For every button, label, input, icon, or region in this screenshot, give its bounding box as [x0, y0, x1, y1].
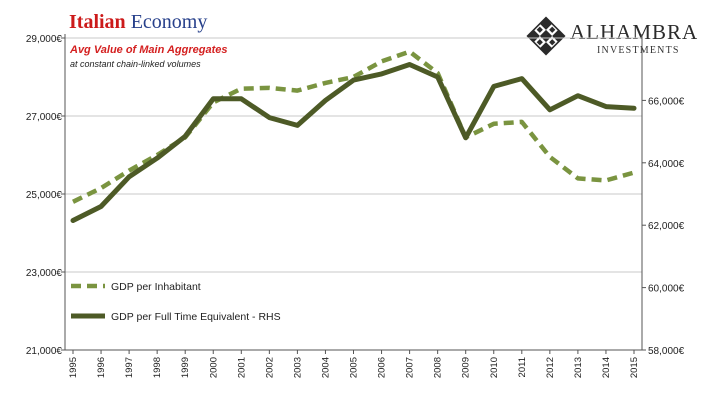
x-tick-label: 2011 — [517, 357, 528, 377]
x-axis-ticks: 1995 1996 1997 1998 1999 2000 2001 2002 2003 2004… — [68, 350, 640, 378]
title-country: Italian — [69, 11, 126, 33]
right-tick-label: 62,000€ — [648, 221, 685, 232]
x-tick-label: 1998 — [152, 357, 163, 378]
right-tick-label: 58,000€ — [648, 346, 685, 357]
left-tick-label: 21,000€ — [26, 346, 63, 357]
left-axis-ticks: 21,000€ 23,000€ 25,000€ 27,000€ 29,000€ — [26, 34, 65, 357]
x-tick-label: 2000 — [208, 357, 219, 378]
left-tick-label: 27,000€ — [26, 112, 63, 123]
chart-subtitle-note: at constant chain-linked volumes — [70, 59, 201, 69]
x-tick-label: 2014 — [601, 357, 612, 378]
series-line-gdp-per-fte — [70, 62, 637, 223]
gridlines — [65, 37, 642, 351]
x-tick-label: 2006 — [377, 357, 388, 378]
x-tick-label: 1999 — [180, 357, 191, 378]
x-tick-label: 2007 — [405, 357, 416, 378]
right-tick-label: 60,000€ — [648, 284, 685, 295]
left-tick-label: 29,000€ — [26, 34, 63, 45]
x-tick-label: 1997 — [124, 357, 135, 378]
x-tick-label: 2012 — [545, 357, 556, 378]
legend: GDP per Inhabitant GDP per Full Time Equi… — [71, 281, 281, 323]
legend-label: GDP per Inhabitant — [111, 281, 201, 293]
x-tick-label: 2003 — [292, 357, 303, 378]
x-tick-label: 2001 — [236, 357, 247, 378]
x-tick-label: 2013 — [573, 357, 584, 378]
right-tick-label: 64,000€ — [648, 159, 685, 170]
title-topic: Economy — [130, 11, 208, 33]
x-tick-label: 2002 — [264, 357, 275, 378]
logo-tagline: INVESTMENTS — [597, 45, 680, 56]
right-tick-label: 66,000€ — [648, 96, 685, 107]
chart-subtitle: Avg Value of Main Aggregates — [70, 44, 228, 56]
left-tick-label: 23,000€ — [26, 268, 63, 279]
x-tick-label: 2004 — [320, 357, 331, 378]
diamond-lattice-icon — [526, 16, 566, 56]
x-tick-label: 2010 — [489, 357, 500, 378]
x-tick-label: 2009 — [461, 357, 472, 378]
series-line-gdp-per-inhabitant — [72, 49, 635, 204]
legend-label: GDP per Full Time Equivalent - RHS — [111, 311, 281, 323]
x-tick-label: 2015 — [629, 357, 640, 378]
right-axis-ticks: 58,000€ 60,000€ 62,000€ 64,000€ 66,000€ — [642, 96, 685, 357]
x-tick-label: 1995 — [68, 357, 79, 378]
left-tick-label: 25,000€ — [26, 190, 63, 201]
x-tick-label: 1996 — [96, 357, 107, 378]
chart-title: Italian Economy — [69, 10, 207, 34]
alhambra-logo: ALHAMBRA INVESTMENTS — [524, 14, 702, 58]
x-tick-label: 2005 — [349, 357, 360, 378]
x-tick-label: 2008 — [433, 357, 444, 378]
series — [70, 49, 637, 223]
logo-name: ALHAMBRA — [570, 20, 699, 44]
